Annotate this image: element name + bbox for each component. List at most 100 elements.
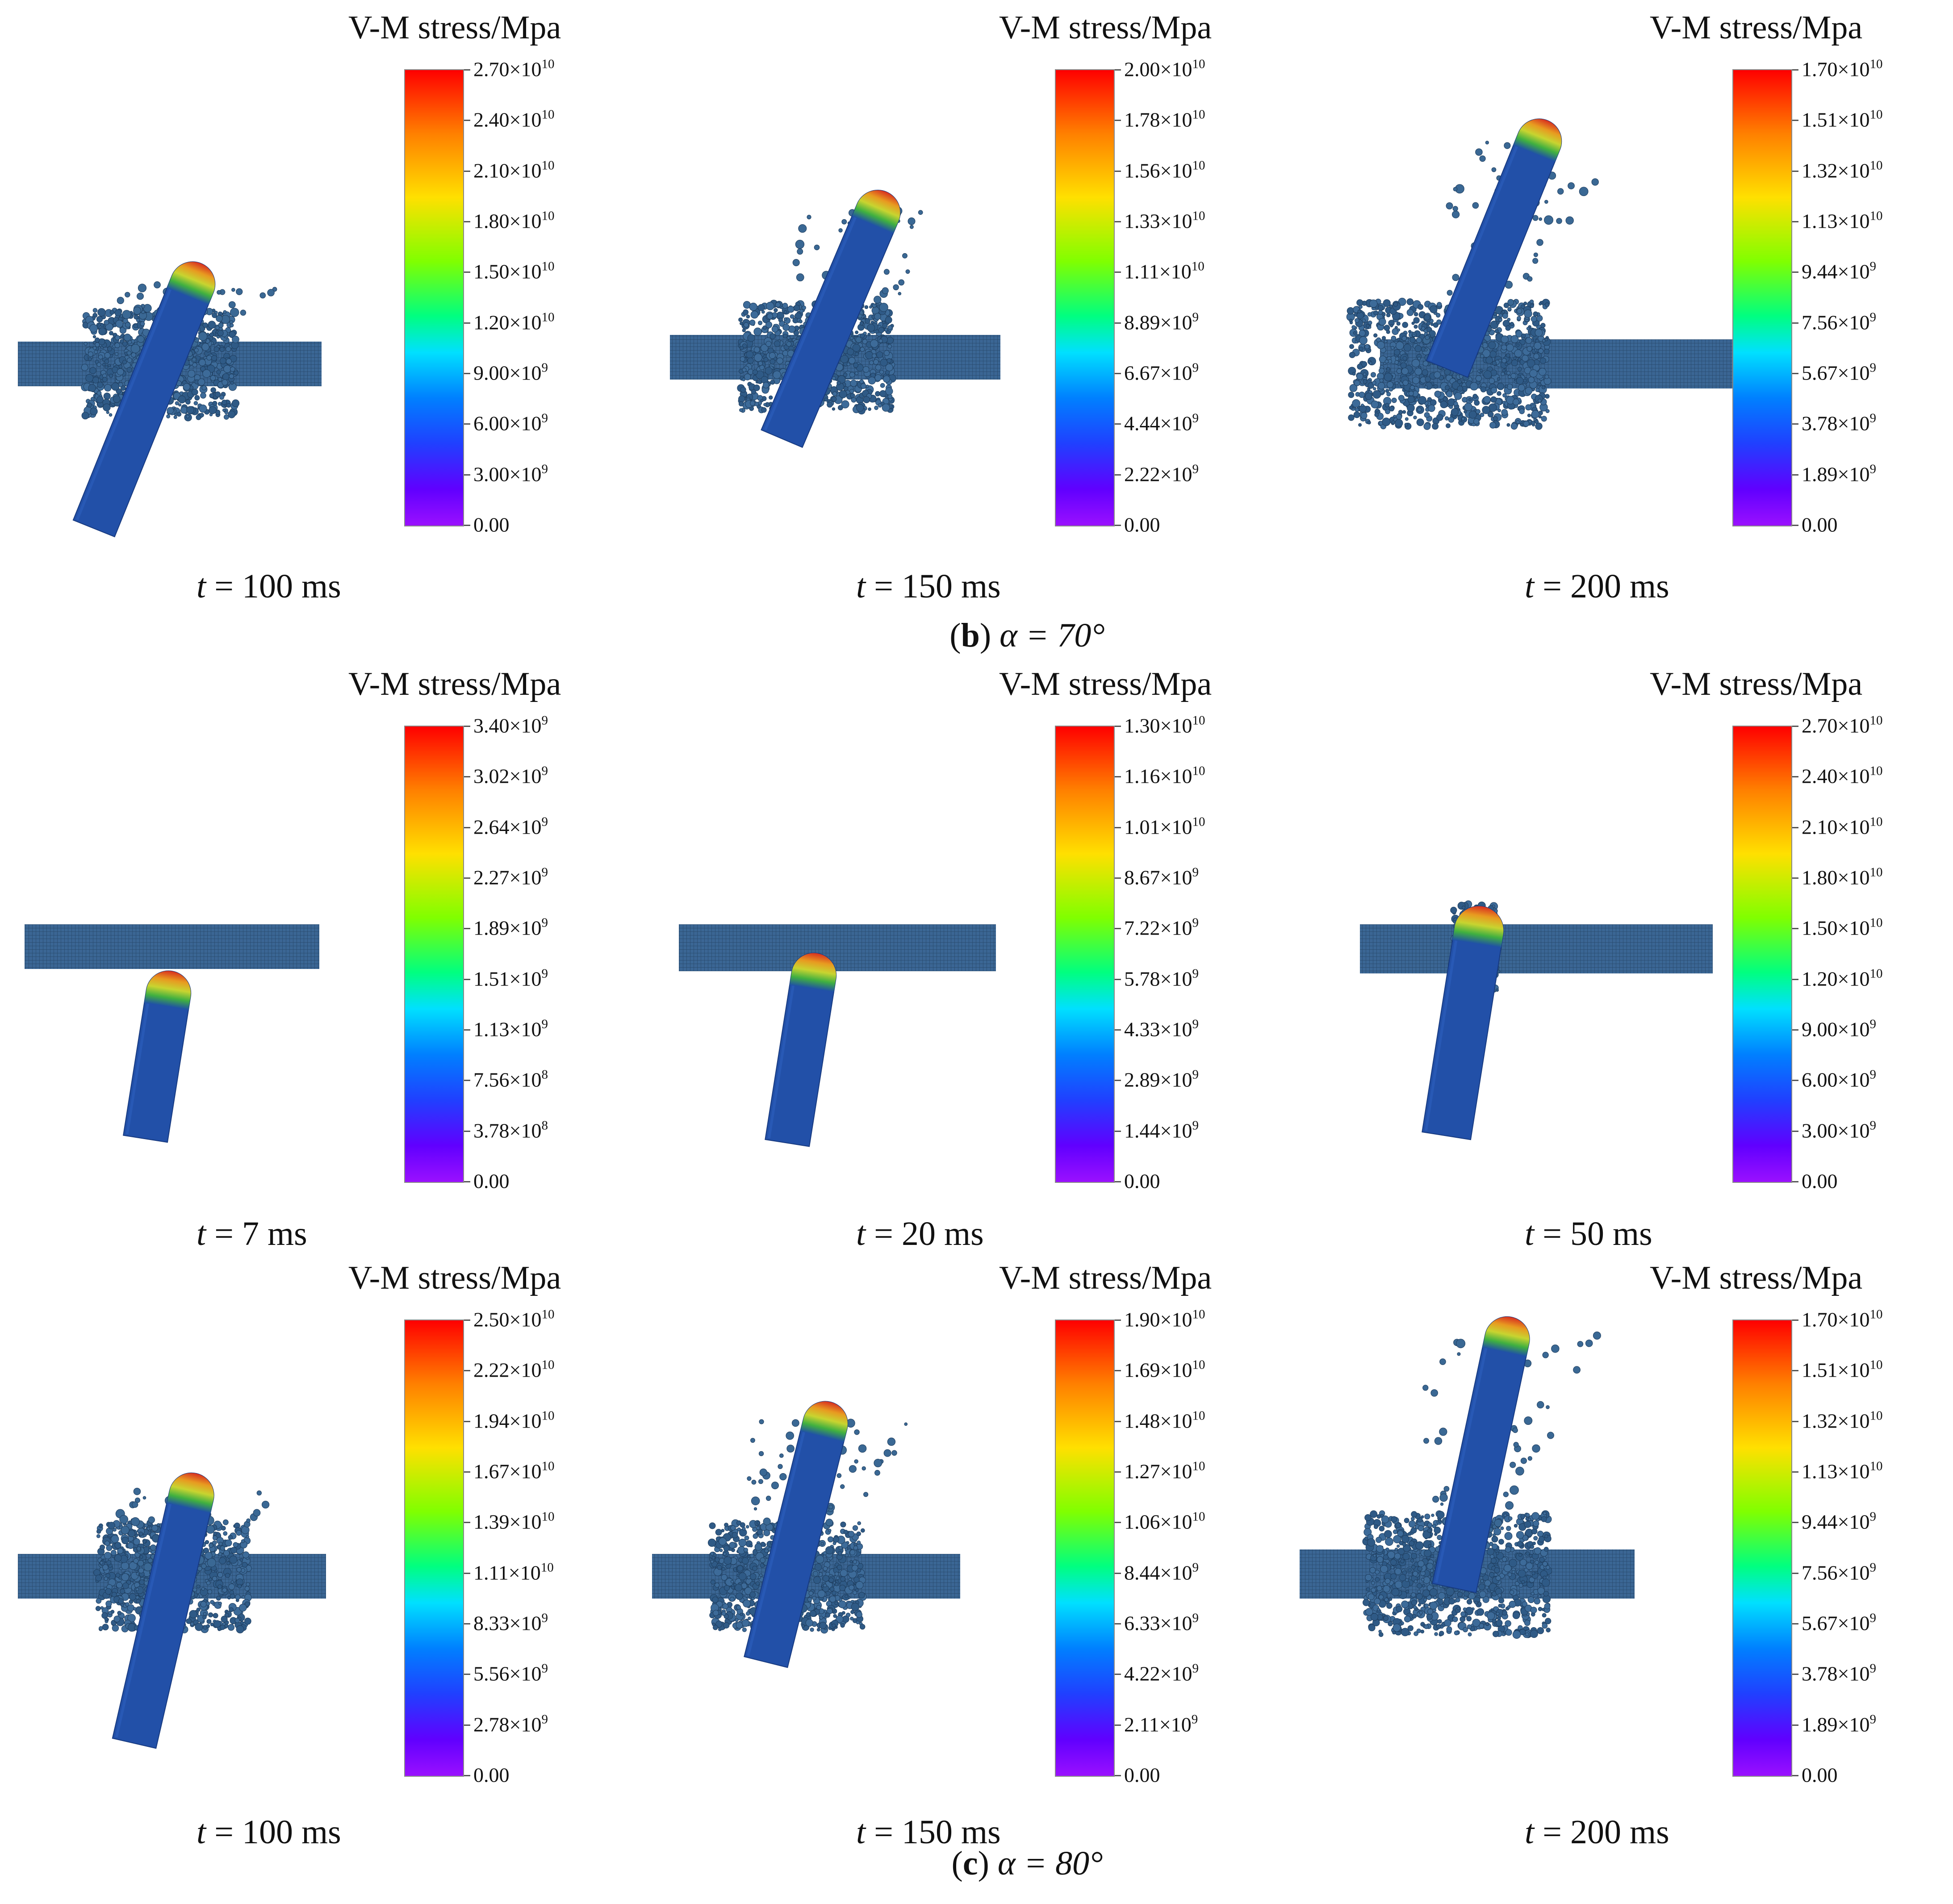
colorbar-tick-mark — [1115, 978, 1121, 980]
simulation-view — [18, 1472, 326, 1749]
colorbar-tick-mark — [1792, 877, 1798, 879]
colorbar-tick-mark — [1792, 928, 1798, 930]
row-c-panel-2: V-M stress/Mpa 1.90×1010 1.69×1010 1.48×101… — [651, 1250, 1301, 1851]
time-caption: t = 20 ms — [856, 1215, 984, 1253]
row-c-caption: (c) α = 80° — [951, 1845, 1103, 1882]
colorbar-tick-mark — [1115, 1572, 1121, 1574]
colorbar-tick-label: 5.78×109 — [1124, 966, 1199, 990]
colorbar-tick-label: 2.40×1010 — [473, 107, 555, 131]
row-c-panel-1: V-M stress/Mpa 2.50×1010 2.22×1010 1.94×101… — [0, 1250, 651, 1851]
colorbar-tick-mark — [1115, 1724, 1121, 1726]
colorbar-tick-mark — [1792, 1572, 1798, 1574]
colorbar — [1055, 1319, 1115, 1777]
colorbar-tick-mark — [1115, 877, 1121, 879]
colorbar-tick-label: 2.22×109 — [1124, 462, 1199, 486]
colorbar-tick-label: 8.44×109 — [1124, 1560, 1199, 1584]
colorbar-tick-mark — [464, 1775, 470, 1776]
colorbar-tick-label: 1.33×1010 — [1124, 209, 1205, 233]
colorbar-tick-mark — [464, 1080, 470, 1081]
projectile-rod — [1432, 1316, 1530, 1594]
colorbar-tick-label: 0.00 — [1124, 513, 1160, 536]
colorbar-tick-label: 1.20×1010 — [473, 310, 555, 334]
colorbar-tick-mark — [464, 525, 470, 526]
colorbar-tick-mark — [1792, 1674, 1798, 1675]
colorbar-tick-label: 1.44×109 — [1124, 1118, 1199, 1142]
colorbar-tick-mark — [1115, 726, 1121, 727]
colorbar-tick-mark — [464, 69, 470, 71]
colorbar-tick-label: 3.00×109 — [473, 462, 548, 486]
target-plate — [679, 924, 996, 971]
simulation-view — [679, 924, 996, 1147]
colorbar-tick-mark — [1115, 1623, 1121, 1624]
colorbar — [404, 1319, 464, 1777]
colorbar-tick-mark — [1115, 1775, 1121, 1776]
colorbar-tick-mark — [1792, 978, 1798, 980]
time-caption: t = 150 ms — [856, 1813, 1001, 1851]
colorbar-tick-label: 0.00 — [473, 1763, 510, 1787]
colorbar-title: V-M stress/Mpa — [348, 1260, 561, 1296]
colorbar-tick-label: 0.00 — [1802, 1763, 1838, 1787]
row-b-panel-2: V-M stress/Mpa 2.00×1010 1.78×1010 1.56×101… — [651, 0, 1301, 616]
colorbar-tick-label: 1.06×1010 — [1124, 1509, 1205, 1533]
colorbar-tick-mark — [464, 423, 470, 425]
row-b-angle: α = 70° — [1000, 617, 1105, 654]
colorbar-tick-label: 0.00 — [1124, 1169, 1160, 1193]
colorbar-tick-label: 9.44×109 — [1802, 1509, 1876, 1533]
colorbar-tick-mark — [464, 170, 470, 172]
colorbar-tick-mark — [1792, 120, 1798, 121]
colorbar-title: V-M stress/Mpa — [999, 666, 1212, 702]
colorbar-tick-label: 9.00×109 — [473, 360, 548, 384]
colorbar-tick-mark — [1115, 322, 1121, 324]
colorbar-tick-label: 1.39×1010 — [473, 1509, 555, 1533]
colorbar-tick-mark — [1115, 69, 1121, 71]
colorbar-tick-label: 2.40×1010 — [1802, 764, 1883, 788]
colorbar-tick-mark — [1792, 525, 1798, 526]
colorbar-tick-label: 7.56×109 — [1802, 310, 1876, 334]
colorbar-tick-mark — [464, 1674, 470, 1675]
simulation-view — [25, 924, 319, 1143]
colorbar — [1055, 69, 1115, 526]
colorbar-title: V-M stress/Mpa — [1650, 666, 1863, 702]
colorbar-tick-label: 2.27×109 — [473, 865, 548, 889]
colorbar-tick-label: 3.40×109 — [473, 713, 548, 737]
colorbar-tick-label: 3.78×109 — [1802, 411, 1876, 435]
colorbar-tick-mark — [1792, 1623, 1798, 1624]
projectile-rod — [123, 970, 192, 1143]
colorbar-tick-label: 6.00×109 — [473, 411, 548, 435]
colorbar-tick-label: 2.50×1010 — [473, 1307, 555, 1331]
colorbar-tick-label: 1.11×1010 — [473, 1560, 554, 1584]
colorbar-tick-mark — [1792, 271, 1798, 273]
projectile-rod — [765, 952, 837, 1147]
colorbar-tick-label: 1.94×1010 — [473, 1408, 555, 1432]
colorbar-tick-mark — [1792, 776, 1798, 778]
colorbar-tick-mark — [464, 1724, 470, 1726]
time-caption: t = 200 ms — [1525, 1813, 1669, 1851]
colorbar-tick-mark — [1792, 1724, 1798, 1726]
projectile-rod — [744, 1401, 848, 1668]
row-c-panel-3: V-M stress/Mpa 1.70×1010 1.51×1010 1.32×101… — [1300, 1250, 1952, 1851]
colorbar-tick-label: 2.70×1010 — [1802, 713, 1883, 737]
colorbar-tick-mark — [464, 928, 470, 930]
colorbar-tick-label: 5.67×109 — [1802, 1611, 1876, 1635]
target-plate — [25, 924, 319, 969]
colorbar-tick-label: 6.00×109 — [1802, 1067, 1876, 1091]
colorbar-tick-label: 1.89×109 — [473, 915, 548, 939]
colorbar-tick-mark — [464, 1623, 470, 1624]
colorbar-tick-label: 1.69×1010 — [1124, 1357, 1205, 1382]
colorbar-tick-mark — [1792, 423, 1798, 425]
colorbar-tick-label: 2.10×1010 — [1802, 814, 1883, 839]
colorbar-tick-label: 4.33×109 — [1124, 1017, 1199, 1041]
colorbar-tick-mark — [464, 474, 470, 476]
colorbar-tick-label: 4.44×109 — [1124, 411, 1199, 435]
colorbar-tick-label: 1.51×1010 — [1802, 1357, 1883, 1382]
colorbar-tick-label: 8.67×109 — [1124, 865, 1199, 889]
colorbar-tick-label: 6.67×109 — [1124, 360, 1199, 384]
colorbar-tick-label: 7.22×109 — [1124, 915, 1199, 939]
time-caption: t = 100 ms — [197, 568, 341, 605]
colorbar-tick-mark — [464, 221, 470, 222]
colorbar-tick-label: 1.70×1010 — [1802, 1307, 1883, 1331]
row-b-caption: (b) α = 70° — [949, 617, 1105, 654]
colorbar-tick-mark — [1115, 1420, 1121, 1422]
row-mid-panel-3: V-M stress/Mpa 2.70×1010 2.40×1010 2.10×101… — [1301, 656, 1952, 1253]
colorbar-tick-mark — [1115, 373, 1121, 374]
